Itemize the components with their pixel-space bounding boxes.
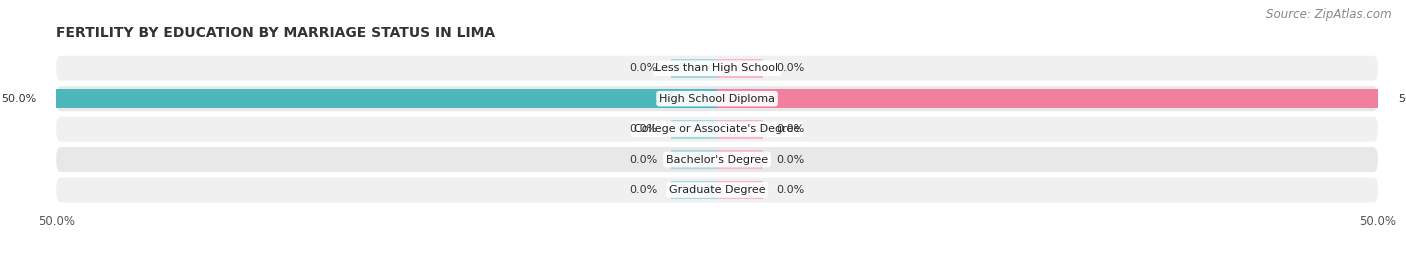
Text: FERTILITY BY EDUCATION BY MARRIAGE STATUS IN LIMA: FERTILITY BY EDUCATION BY MARRIAGE STATU… — [56, 26, 495, 40]
Text: College or Associate's Degree: College or Associate's Degree — [634, 124, 800, 134]
FancyBboxPatch shape — [56, 56, 1378, 81]
Text: 50.0%: 50.0% — [1398, 94, 1406, 104]
FancyBboxPatch shape — [56, 86, 1378, 111]
Bar — [671, 180, 717, 200]
Bar — [717, 150, 763, 169]
Text: Less than High School: Less than High School — [655, 63, 779, 73]
Text: 0.0%: 0.0% — [776, 185, 804, 195]
Text: 0.0%: 0.0% — [776, 63, 804, 73]
Text: 50.0%: 50.0% — [1, 94, 37, 104]
Text: 0.0%: 0.0% — [630, 185, 658, 195]
FancyBboxPatch shape — [56, 178, 1378, 203]
Legend: Married, Unmarried: Married, Unmarried — [626, 264, 808, 269]
Bar — [671, 150, 717, 169]
FancyBboxPatch shape — [56, 117, 1378, 141]
Bar — [56, 89, 717, 108]
Text: 0.0%: 0.0% — [630, 124, 658, 134]
Bar — [671, 120, 717, 139]
Text: Bachelor's Degree: Bachelor's Degree — [666, 155, 768, 165]
Text: Source: ZipAtlas.com: Source: ZipAtlas.com — [1267, 8, 1392, 21]
Bar — [717, 89, 1378, 108]
Text: Graduate Degree: Graduate Degree — [669, 185, 765, 195]
Bar — [717, 180, 763, 200]
Bar — [717, 120, 763, 139]
Text: High School Diploma: High School Diploma — [659, 94, 775, 104]
Text: 0.0%: 0.0% — [630, 155, 658, 165]
Text: 0.0%: 0.0% — [630, 63, 658, 73]
Bar — [671, 59, 717, 78]
Text: 0.0%: 0.0% — [776, 124, 804, 134]
FancyBboxPatch shape — [56, 147, 1378, 172]
Bar — [717, 59, 763, 78]
Text: 0.0%: 0.0% — [776, 155, 804, 165]
